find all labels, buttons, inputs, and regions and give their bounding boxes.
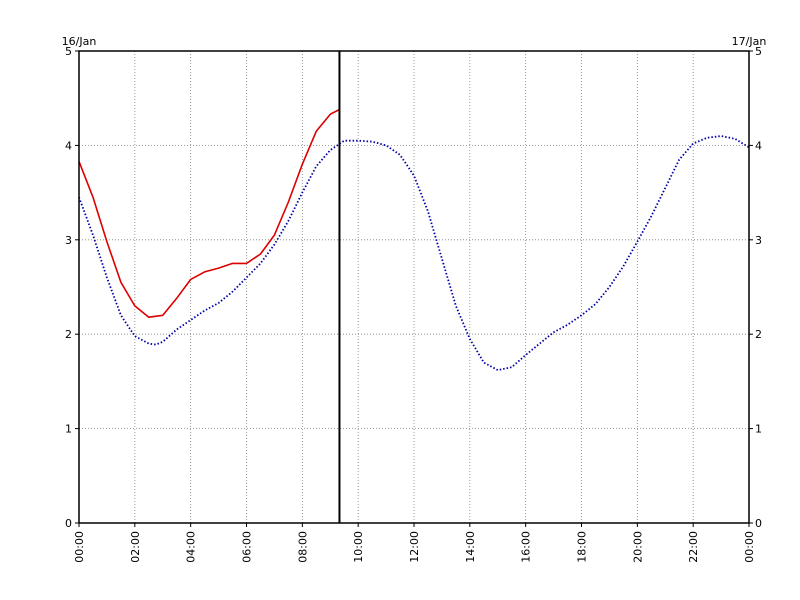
y-tick-label-left: 2	[65, 328, 72, 341]
grid	[79, 51, 749, 523]
x-tick-label: 14:00	[464, 531, 477, 563]
end-date-label: 17/Jan	[732, 35, 767, 48]
observed-series-line	[78, 108, 340, 319]
x-tick-label: 10:00	[352, 531, 365, 563]
y-tick-label-right: 2	[755, 328, 762, 341]
x-tick-label: 04:00	[185, 531, 198, 563]
plot-area-frame	[78, 50, 750, 524]
x-tick-label: 20:00	[631, 531, 644, 563]
y-tick-label-right: 1	[755, 423, 762, 436]
x-tick-label: 18:00	[576, 531, 589, 563]
x-tick-label: 22:00	[687, 531, 700, 563]
x-tick-label: 06:00	[241, 531, 254, 563]
series-layer	[78, 108, 750, 372]
y-tick-label-right: 4	[755, 139, 762, 152]
axes: 00:00 02:00 04:00 06:00 08:00 10:00 12:00 14:00…	[65, 45, 762, 563]
y-tick-label-right: 5	[755, 45, 762, 58]
y-tick-label-left: 0	[65, 517, 72, 530]
start-date-label: 16/Jan	[62, 35, 97, 48]
x-tick-label: 00:00	[743, 531, 756, 563]
x-tick-label: 00:00	[73, 531, 86, 563]
y-tick-label-left: 5	[65, 45, 72, 58]
y-tick-label-right: 3	[755, 234, 762, 247]
y-tick-label-right: 0	[755, 517, 762, 530]
x-tick-label: 02:00	[129, 531, 142, 563]
y-tick-label-left: 3	[65, 234, 72, 247]
y-tick-label-left: 1	[65, 423, 72, 436]
x-tick-label: 16:00	[520, 531, 533, 563]
predicted-series-line	[78, 135, 750, 372]
y-tick-label-left: 4	[65, 139, 72, 152]
x-tick-label: 12:00	[408, 531, 421, 563]
x-tick-label: 08:00	[296, 531, 309, 563]
